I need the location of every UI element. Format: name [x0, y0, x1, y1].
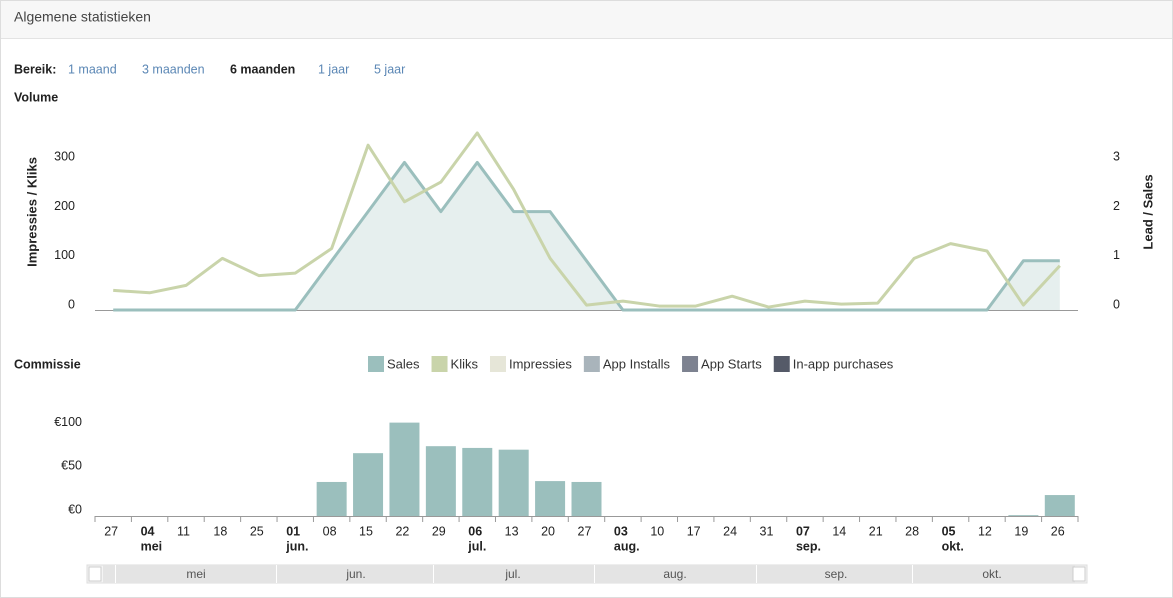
x-tick-label: 27 — [578, 524, 592, 538]
legend-label[interactable]: App Installs — [603, 356, 671, 371]
x-tick-label: 18 — [213, 524, 227, 538]
x-tick-label: 08 — [323, 524, 337, 538]
bar — [1044, 495, 1075, 516]
navigator-handle[interactable] — [1072, 566, 1086, 582]
series-line — [113, 160, 1060, 312]
panel-title: Algemene statistieken — [14, 9, 151, 25]
x-month-label: jun. — [285, 539, 308, 553]
navigator-label: mei — [186, 567, 205, 581]
navigator-label: aug. — [663, 567, 686, 581]
legend-swatch — [431, 356, 448, 372]
legend-swatch — [583, 356, 600, 372]
x-tick-label: 28 — [905, 524, 919, 538]
y-tick-label: 200 — [54, 199, 75, 213]
y-tick-label: 300 — [54, 150, 75, 164]
x-tick-label: 21 — [869, 524, 883, 538]
y-tick-label: €0 — [68, 502, 82, 516]
y2-tick-label: 1 — [1113, 248, 1120, 262]
x-tick-label: 24 — [723, 524, 737, 538]
panel-header — [1, 1, 1172, 38]
bar — [535, 481, 566, 516]
y-tick-label: 100 — [54, 248, 75, 262]
y2-axis-title: Lead / Sales — [1140, 174, 1155, 249]
x-tick-label: 27 — [104, 524, 118, 538]
x-tick-label: 17 — [687, 524, 701, 538]
y-tick-label: €50 — [61, 459, 82, 473]
bar — [425, 446, 456, 516]
x-tick-label: 15 — [359, 524, 373, 538]
range-option[interactable]: 6 maanden — [230, 62, 295, 76]
x-tick-label: 26 — [1051, 524, 1065, 538]
x-month-label: mei — [141, 539, 163, 553]
navigator-range[interactable] — [103, 565, 1075, 583]
x-tick-label: 10 — [650, 524, 664, 538]
bar — [571, 481, 602, 516]
series-line — [113, 131, 1061, 309]
bar — [353, 453, 384, 516]
x-tick-label: 05 — [942, 524, 956, 538]
range-option[interactable]: 1 jaar — [318, 62, 349, 76]
legend-label[interactable]: Impressies — [509, 356, 572, 371]
y2-tick-label: 0 — [1113, 297, 1120, 311]
legend-swatch — [682, 356, 699, 372]
x-tick-label: 29 — [432, 524, 446, 538]
navigator-label: okt. — [982, 567, 1001, 581]
legend-label[interactable]: In-app purchases — [793, 356, 894, 371]
range-option[interactable]: 1 maand — [68, 62, 117, 76]
chart-title: Commissie — [14, 357, 81, 371]
navigator-label: jul. — [504, 567, 520, 581]
range-option[interactable]: 3 maanden — [142, 62, 205, 76]
x-tick-label: 20 — [541, 524, 555, 538]
bar — [498, 449, 529, 516]
x-month-label: okt. — [942, 539, 964, 553]
navigator-handle[interactable] — [88, 566, 102, 582]
bar — [316, 481, 347, 516]
bar — [462, 447, 493, 516]
x-tick-label: 22 — [395, 524, 409, 538]
navigator-label: jun. — [345, 567, 365, 581]
x-tick-label: 14 — [832, 524, 846, 538]
y-tick-label: 0 — [68, 297, 75, 311]
legend-swatch — [368, 356, 384, 372]
x-tick-label: 13 — [505, 524, 519, 538]
series-area — [113, 162, 1060, 310]
legend-label[interactable]: App Starts — [701, 356, 762, 371]
x-tick-label: 07 — [796, 524, 810, 538]
x-tick-label: 03 — [614, 524, 628, 538]
x-month-label: sep. — [796, 539, 821, 553]
x-tick-label: 19 — [1014, 524, 1028, 538]
range-option[interactable]: 5 jaar — [374, 62, 405, 76]
x-month-label: jul. — [467, 539, 486, 553]
y-tick-label: €100 — [54, 415, 82, 429]
y2-tick-label: 2 — [1113, 199, 1120, 213]
bar — [1008, 515, 1039, 516]
x-tick-label: 04 — [141, 524, 155, 538]
x-tick-label: 01 — [286, 524, 300, 538]
x-tick-label: 06 — [468, 524, 482, 538]
navigator-dividers — [115, 565, 913, 583]
y-axis-title: Impressies / Kliks — [24, 157, 39, 267]
x-tick-label: 25 — [250, 524, 264, 538]
legend-label[interactable]: Sales — [387, 356, 420, 371]
x-tick-label: 31 — [760, 524, 774, 538]
legend-swatch — [489, 356, 506, 372]
chart-title: Volume — [14, 90, 58, 104]
legend-swatch — [773, 356, 790, 372]
y2-tick-label: 3 — [1113, 150, 1120, 164]
bar — [389, 422, 420, 516]
x-tick-label: 11 — [177, 524, 190, 538]
range-label: Bereik: — [14, 62, 56, 76]
x-month-label: aug. — [614, 539, 640, 553]
x-tick-label: 12 — [978, 524, 992, 538]
legend-label[interactable]: Kliks — [451, 356, 479, 371]
navigator-label: sep. — [825, 567, 848, 581]
